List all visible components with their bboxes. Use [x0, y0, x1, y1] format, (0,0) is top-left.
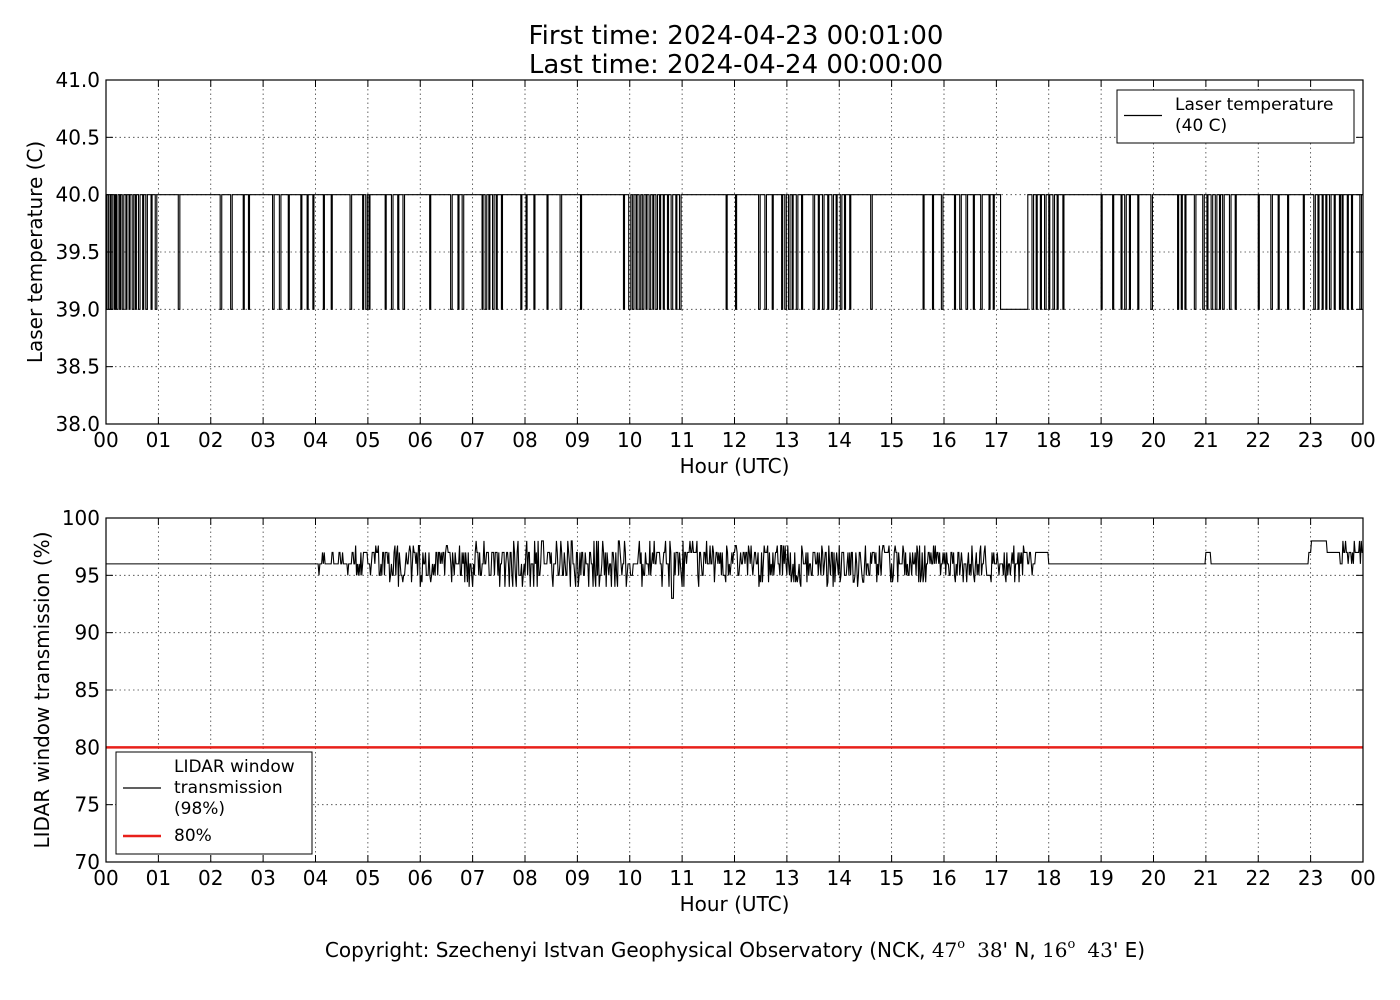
copyright-prefix: Copyright: Szechenyi Istvan Geophysical …: [325, 938, 932, 962]
plot-frame: [105, 517, 1364, 863]
plot-frame: [105, 79, 1364, 425]
x-tick-label: 04: [303, 866, 328, 890]
y-tick-label: 39.0: [55, 297, 100, 321]
x-tick-label: 22: [1246, 428, 1271, 452]
x-axis-label: Hour (UTC): [680, 454, 790, 478]
y-tick-label: 100: [62, 506, 100, 530]
chart-title-line-1: First time: 2024-04-23 00:01:00: [529, 21, 944, 51]
x-tick-label: 04: [303, 428, 328, 452]
y-tick-label: 75: [75, 793, 100, 817]
y-tick-label: 90: [75, 621, 100, 645]
x-tick-label: 00: [1350, 428, 1375, 452]
laser-temperature-line: [105, 194, 1363, 310]
y-tick-label: 70: [75, 850, 100, 874]
x-tick-label: 12: [722, 866, 747, 890]
x-tick-label: 03: [250, 866, 275, 890]
x-tick-label: 06: [408, 866, 433, 890]
x-tick-label: 09: [565, 866, 590, 890]
copyright-text: Copyright: Szechenyi Istvan Geophysical …: [325, 937, 1145, 962]
y-tick-label: 38.0: [55, 412, 100, 436]
latitude-suffix: ' N,: [1003, 938, 1043, 962]
longitude-suffix: ' E): [1113, 938, 1145, 962]
x-tick-label: 19: [1088, 866, 1113, 890]
x-tick-label: 17: [984, 428, 1009, 452]
legend-box: [1116, 89, 1355, 144]
x-tick-label: 08: [512, 866, 537, 890]
x-tick-label: 14: [827, 866, 852, 890]
y-tick-label: 95: [75, 563, 100, 587]
x-tick-label: 20: [1141, 428, 1166, 452]
x-tick-label: 07: [460, 866, 485, 890]
x-tick-label: 15: [879, 428, 904, 452]
longitude-minutes: 43: [1087, 938, 1112, 962]
x-tick-label: 06: [408, 428, 433, 452]
x-tick-label: 00: [93, 428, 118, 452]
x-tick-label: 14: [827, 428, 852, 452]
x-axis-label: Hour (UTC): [680, 892, 790, 916]
x-tick-label: 13: [774, 428, 799, 452]
x-tick-label: 11: [669, 866, 694, 890]
x-tick-label: 01: [146, 428, 171, 452]
x-tick-label: 22: [1246, 866, 1271, 890]
x-tick-label: 21: [1193, 866, 1218, 890]
x-tick-label: 01: [146, 866, 171, 890]
y-axis-label: Laser temperature (C): [23, 141, 47, 363]
y-tick-label: 85: [75, 678, 100, 702]
x-tick-label: 10: [617, 428, 642, 452]
x-tick-label: 16: [931, 866, 956, 890]
y-tick-label: 40.0: [55, 183, 100, 207]
x-tick-label: 11: [669, 428, 694, 452]
x-tick-label: 08: [512, 428, 537, 452]
y-tick-label: 40.5: [55, 125, 100, 149]
latitude-degree-mark: o: [957, 937, 965, 952]
latitude-minutes: 38: [977, 938, 1002, 962]
x-tick-label: 09: [565, 428, 590, 452]
x-tick-label: 05: [355, 428, 380, 452]
x-tick-label: 03: [250, 428, 275, 452]
legend-entry: 80%: [174, 826, 212, 846]
y-axis-label: LIDAR window transmission (%): [30, 532, 54, 849]
chart-title-line-2: Last time: 2024-04-24 00:00:00: [529, 50, 943, 80]
longitude-degrees: 16: [1042, 938, 1067, 962]
y-tick-label: 41.0: [55, 68, 100, 92]
x-tick-label: 07: [460, 428, 485, 452]
x-tick-label: 15: [879, 866, 904, 890]
x-tick-label: 16: [931, 428, 956, 452]
legend-entry: Laser temperature (40 C): [1175, 95, 1333, 136]
x-tick-label: 13: [774, 866, 799, 890]
longitude-degree-mark: o: [1068, 937, 1076, 952]
lidar-transmission-panel: 00 01 02 03 04 05 06 07 08 09 10 11 12 13 14 15 16 17 18 19…: [30, 506, 1376, 916]
y-tick-label: 39.5: [55, 240, 100, 264]
legend: Laser temperature (40 C): [1116, 89, 1355, 144]
legend: LIDAR window transmission (98%) 80%: [115, 751, 313, 855]
y-tick-label: 80: [75, 735, 100, 759]
x-tick-label: 02: [198, 866, 223, 890]
x-tick-label: 00: [1350, 866, 1375, 890]
legend-entry: LIDAR window transmission (98%): [174, 757, 295, 819]
lidar-transmission-line: [106, 540, 1363, 599]
x-tick-label: 20: [1141, 866, 1166, 890]
y-tick-label: 38.5: [55, 355, 100, 379]
x-tick-label: 17: [984, 866, 1009, 890]
x-tick-label: 10: [617, 866, 642, 890]
latitude-degrees: 47: [932, 938, 957, 962]
x-tick-label: 12: [722, 428, 747, 452]
x-tick-label: 23: [1298, 866, 1323, 890]
x-tick-label: 18: [1036, 428, 1061, 452]
x-tick-label: 02: [198, 428, 223, 452]
x-tick-label: 19: [1088, 428, 1113, 452]
x-tick-label: 18: [1036, 866, 1061, 890]
x-tick-label: 21: [1193, 428, 1218, 452]
laser-temperature-panel: 00 01 02 03 04 05 06 07 08 09 10 11 12 13 14 15 16 17 18 19…: [23, 68, 1376, 478]
x-tick-label: 00: [93, 866, 118, 890]
x-tick-label: 05: [355, 866, 380, 890]
x-tick-label: 23: [1298, 428, 1323, 452]
